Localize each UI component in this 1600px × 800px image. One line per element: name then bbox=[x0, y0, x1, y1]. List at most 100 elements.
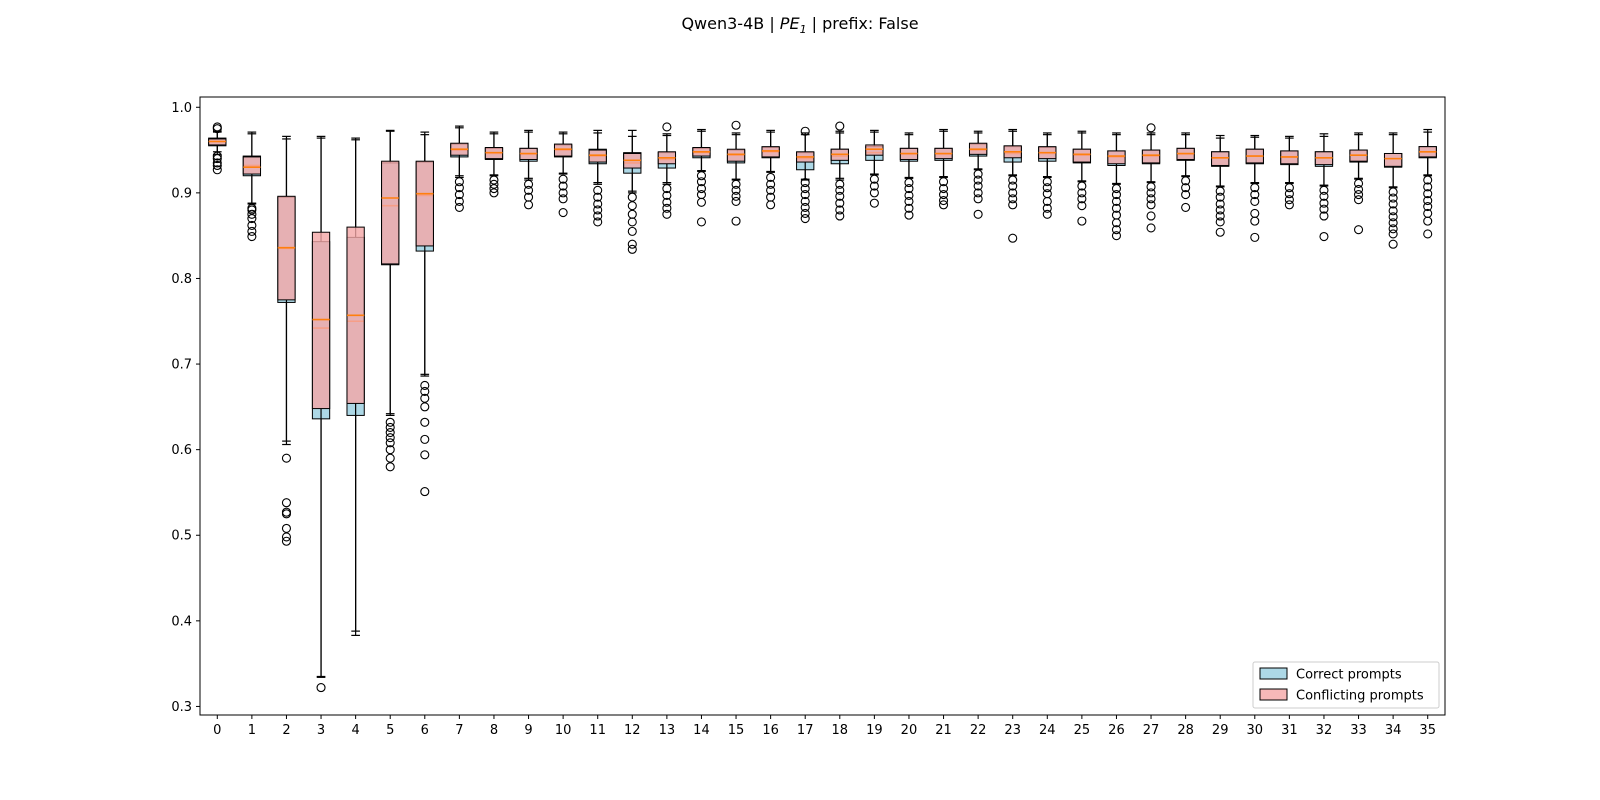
outlier-point bbox=[731, 120, 741, 130]
outlier-point bbox=[1250, 232, 1260, 242]
outlier-point bbox=[1353, 178, 1364, 189]
outlier-point bbox=[385, 438, 395, 448]
outlier-point bbox=[731, 179, 741, 189]
x-tick-label: 27 bbox=[1143, 723, 1160, 738]
outlier-point bbox=[1042, 209, 1052, 219]
outlier-point bbox=[1215, 186, 1225, 196]
x-tick-label: 6 bbox=[421, 723, 429, 738]
outlier-point bbox=[869, 174, 879, 184]
x-tick-label: 11 bbox=[589, 723, 606, 738]
outlier-point bbox=[247, 209, 257, 219]
outlier-point bbox=[420, 380, 430, 391]
x-tick-label: 33 bbox=[1350, 723, 1367, 738]
x-tick-label: 23 bbox=[1004, 723, 1021, 738]
outlier-point bbox=[558, 174, 568, 184]
outlier-point bbox=[593, 211, 603, 221]
outlier-point bbox=[1146, 223, 1156, 233]
outlier-point bbox=[420, 393, 430, 403]
outlier-point bbox=[835, 179, 845, 189]
outlier-point bbox=[1181, 183, 1191, 193]
outlier-point bbox=[904, 178, 914, 188]
outlier-point bbox=[662, 203, 672, 213]
outlier-point bbox=[1319, 231, 1329, 242]
outlier-point bbox=[212, 160, 222, 171]
outlier-point bbox=[489, 179, 499, 189]
outlier-point bbox=[938, 177, 949, 187]
title-pe: PE1 bbox=[779, 14, 807, 37]
outlier-point bbox=[1111, 190, 1122, 200]
outlier-point bbox=[489, 175, 499, 185]
x-tick-label: 19 bbox=[866, 723, 883, 738]
outlier-point bbox=[420, 386, 430, 396]
outlier-point bbox=[212, 158, 222, 168]
outlier-point bbox=[1284, 189, 1294, 199]
x-tick-label: 34 bbox=[1385, 723, 1402, 738]
outlier-point bbox=[1008, 200, 1018, 210]
outlier-point bbox=[454, 202, 464, 212]
outlier-point bbox=[662, 197, 672, 207]
outlier-point bbox=[1146, 211, 1156, 221]
outlier-point bbox=[281, 453, 292, 463]
x-tick-label: 5 bbox=[386, 723, 394, 738]
x-tick-label: 15 bbox=[728, 723, 745, 738]
x-tick-label: 32 bbox=[1316, 723, 1333, 738]
outlier-point bbox=[593, 192, 603, 202]
outlier-point bbox=[938, 200, 949, 210]
outlier-point bbox=[973, 175, 983, 185]
outlier-point bbox=[1319, 198, 1329, 208]
outlier-point bbox=[1250, 216, 1260, 226]
outlier-point bbox=[1319, 191, 1329, 201]
outlier-point bbox=[1008, 233, 1018, 243]
outlier-point bbox=[627, 244, 637, 254]
outlier-point bbox=[1250, 196, 1260, 206]
outlier-point bbox=[1388, 187, 1398, 197]
box bbox=[311, 231, 331, 410]
outlier-point bbox=[973, 188, 983, 198]
outlier-point bbox=[662, 122, 672, 132]
outlier-point bbox=[593, 205, 603, 215]
outlier-point bbox=[835, 191, 845, 201]
outlier-point bbox=[247, 205, 257, 215]
y-tick-label: 0.8 bbox=[171, 272, 192, 287]
outlier-point bbox=[420, 417, 430, 427]
outlier-point bbox=[662, 184, 672, 194]
outlier-point bbox=[835, 185, 845, 195]
outlier-point bbox=[800, 213, 810, 224]
x-tick-label: 24 bbox=[1039, 723, 1056, 738]
outlier-point bbox=[627, 239, 637, 249]
plot-frame bbox=[199, 96, 1446, 716]
outlier-point bbox=[1423, 189, 1433, 199]
outlier-point bbox=[593, 199, 603, 209]
outlier-point bbox=[904, 196, 914, 206]
outlier-point bbox=[281, 532, 292, 542]
outlier-point bbox=[627, 201, 637, 211]
outlier-point bbox=[973, 209, 983, 219]
box bbox=[761, 146, 780, 158]
outlier-point bbox=[1388, 224, 1398, 234]
outlier-point bbox=[1423, 182, 1433, 192]
x-tick-label: 35 bbox=[1419, 723, 1436, 738]
outlier-point bbox=[1215, 217, 1225, 227]
outlier-point bbox=[1146, 123, 1156, 133]
box bbox=[865, 144, 884, 156]
x-tick-label: 12 bbox=[624, 723, 641, 738]
outlier-point bbox=[454, 183, 464, 193]
outlier-point bbox=[1319, 185, 1329, 195]
outlier-point bbox=[1008, 188, 1018, 198]
outlier-point bbox=[731, 185, 741, 195]
outlier-point bbox=[1353, 190, 1364, 200]
y-tick-label: 1.0 bbox=[171, 101, 192, 116]
outlier-point bbox=[1388, 239, 1398, 249]
outlier-point bbox=[1008, 175, 1018, 185]
x-tick-label: 20 bbox=[901, 723, 918, 738]
legend-swatch bbox=[1259, 688, 1288, 701]
outlier-point bbox=[558, 194, 568, 204]
outlier-point bbox=[1215, 199, 1225, 209]
outlier-point bbox=[212, 151, 222, 161]
y-tick-label: 0.4 bbox=[171, 614, 192, 629]
outlier-point bbox=[766, 172, 776, 183]
outlier-point bbox=[281, 509, 292, 519]
y-tick-label: 0.6 bbox=[171, 443, 192, 458]
y-tick-label: 0.7 bbox=[171, 358, 192, 373]
